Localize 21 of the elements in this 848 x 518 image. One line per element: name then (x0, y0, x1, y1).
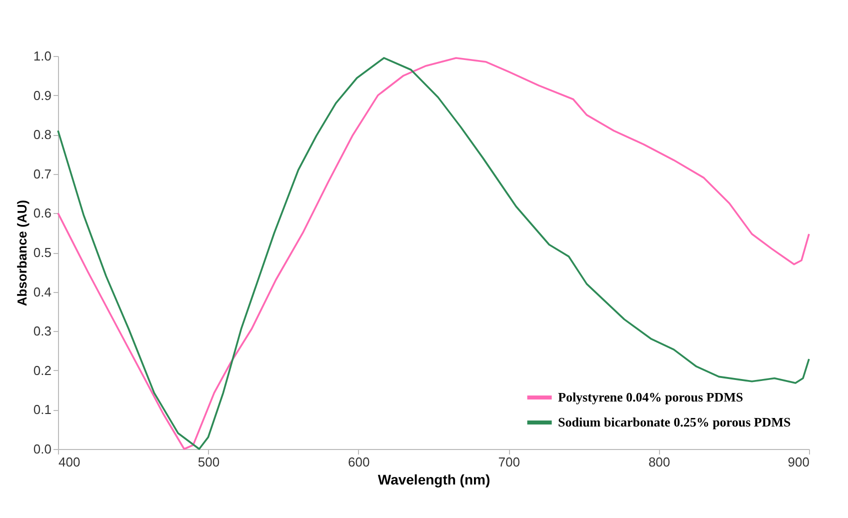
x-tick-label: 800 (648, 454, 670, 470)
x-tick-label: 700 (498, 454, 520, 470)
legend-label: Polystyrene 0.04% porous PDMS (558, 390, 744, 404)
y-tick-label: 0.6 (33, 206, 52, 221)
y-tick-label: 0.2 (33, 362, 52, 378)
legend-label: Sodium bicarbonate 0.25% porous PDMS (558, 414, 791, 430)
x-axis-title: Wavelength (nm) (378, 472, 490, 488)
y-tick-label: 0.3 (33, 324, 52, 339)
y-tick-label: 1.0 (33, 48, 52, 64)
y-tick-label: 0.4 (33, 284, 52, 300)
x-tick-label: 600 (348, 454, 370, 470)
x-tick-label: 900 (788, 454, 810, 470)
y-tick-label: 0.7 (33, 166, 52, 182)
y-tick-label: 0.9 (33, 88, 52, 103)
y-tick-label: 0.1 (33, 402, 52, 418)
y-tick-label: 0.8 (33, 127, 52, 142)
y-tick-label: 0.5 (33, 245, 52, 260)
x-tick-label: 500 (198, 454, 220, 470)
x-tick-label: 400 (58, 454, 80, 470)
y-tick-label: 0.0 (33, 442, 52, 456)
y-axis-title: Absorbance (AU) (14, 200, 30, 306)
